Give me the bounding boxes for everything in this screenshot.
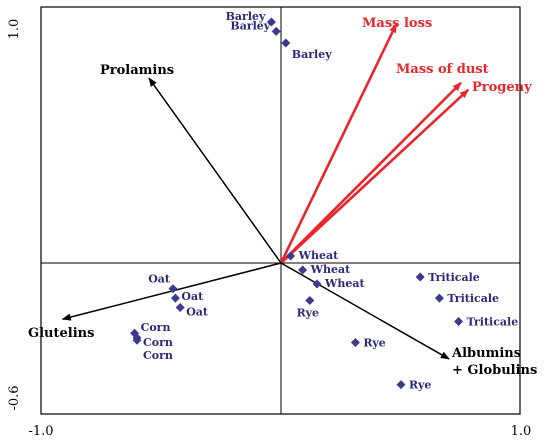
sample-label: Oat [148, 273, 171, 286]
vector-line [279, 23, 398, 264]
sample-label: Barley [230, 19, 270, 32]
y-tick-label: 1.0 [7, 19, 22, 40]
x-tick-label: 1.0 [511, 424, 532, 439]
vector-label: Glutelins [28, 326, 94, 341]
sample-point [175, 302, 185, 312]
sample-point [350, 338, 360, 348]
y-tick-label: -0.6 [7, 385, 22, 410]
sample-label: Rye [363, 337, 385, 350]
sample-point [286, 251, 296, 261]
vector-line [280, 81, 462, 264]
x-tick-label: -1.0 [28, 424, 53, 439]
vector-label: Mass loss [362, 16, 432, 31]
sample-point [305, 295, 315, 305]
sample-point [266, 17, 276, 27]
sample-label: Triticale [428, 271, 480, 284]
sample-label: Wheat [324, 277, 365, 290]
sample-point [454, 317, 464, 326]
sample-label: Rye [409, 379, 431, 392]
sample-point [132, 335, 142, 345]
sample-point [312, 279, 322, 289]
vector-label: Prolamins [100, 63, 174, 78]
sample-label: Triticale [447, 292, 499, 305]
sample-point [281, 38, 291, 48]
sample-point [298, 265, 308, 275]
sample-label: Oat [186, 305, 209, 318]
sample-label: Triticale [467, 316, 519, 329]
sample-point [415, 272, 425, 282]
sample-label: Corn [143, 336, 173, 349]
sample-point [271, 26, 281, 36]
vector-label: Mass of dust [396, 62, 489, 77]
vector-line [280, 88, 470, 264]
sample-label: Wheat [298, 249, 339, 262]
sample-label: Barley [226, 10, 266, 23]
sample-label: Wheat [310, 263, 351, 276]
sample-label: Oat [181, 290, 204, 303]
vector-line [148, 77, 282, 264]
sample-point [434, 293, 444, 303]
sample-point [168, 284, 178, 294]
sample-label: Corn [141, 321, 171, 334]
vector-label: Albumins + Globulins [451, 346, 537, 378]
sample-label: Corn [143, 349, 173, 362]
sample-point [396, 380, 406, 390]
sample-point [170, 293, 180, 303]
vector-line [280, 262, 450, 360]
sample-label: Rye [297, 306, 319, 319]
vector-label: Progeny [472, 80, 532, 95]
sample-label: Barley [292, 48, 332, 61]
